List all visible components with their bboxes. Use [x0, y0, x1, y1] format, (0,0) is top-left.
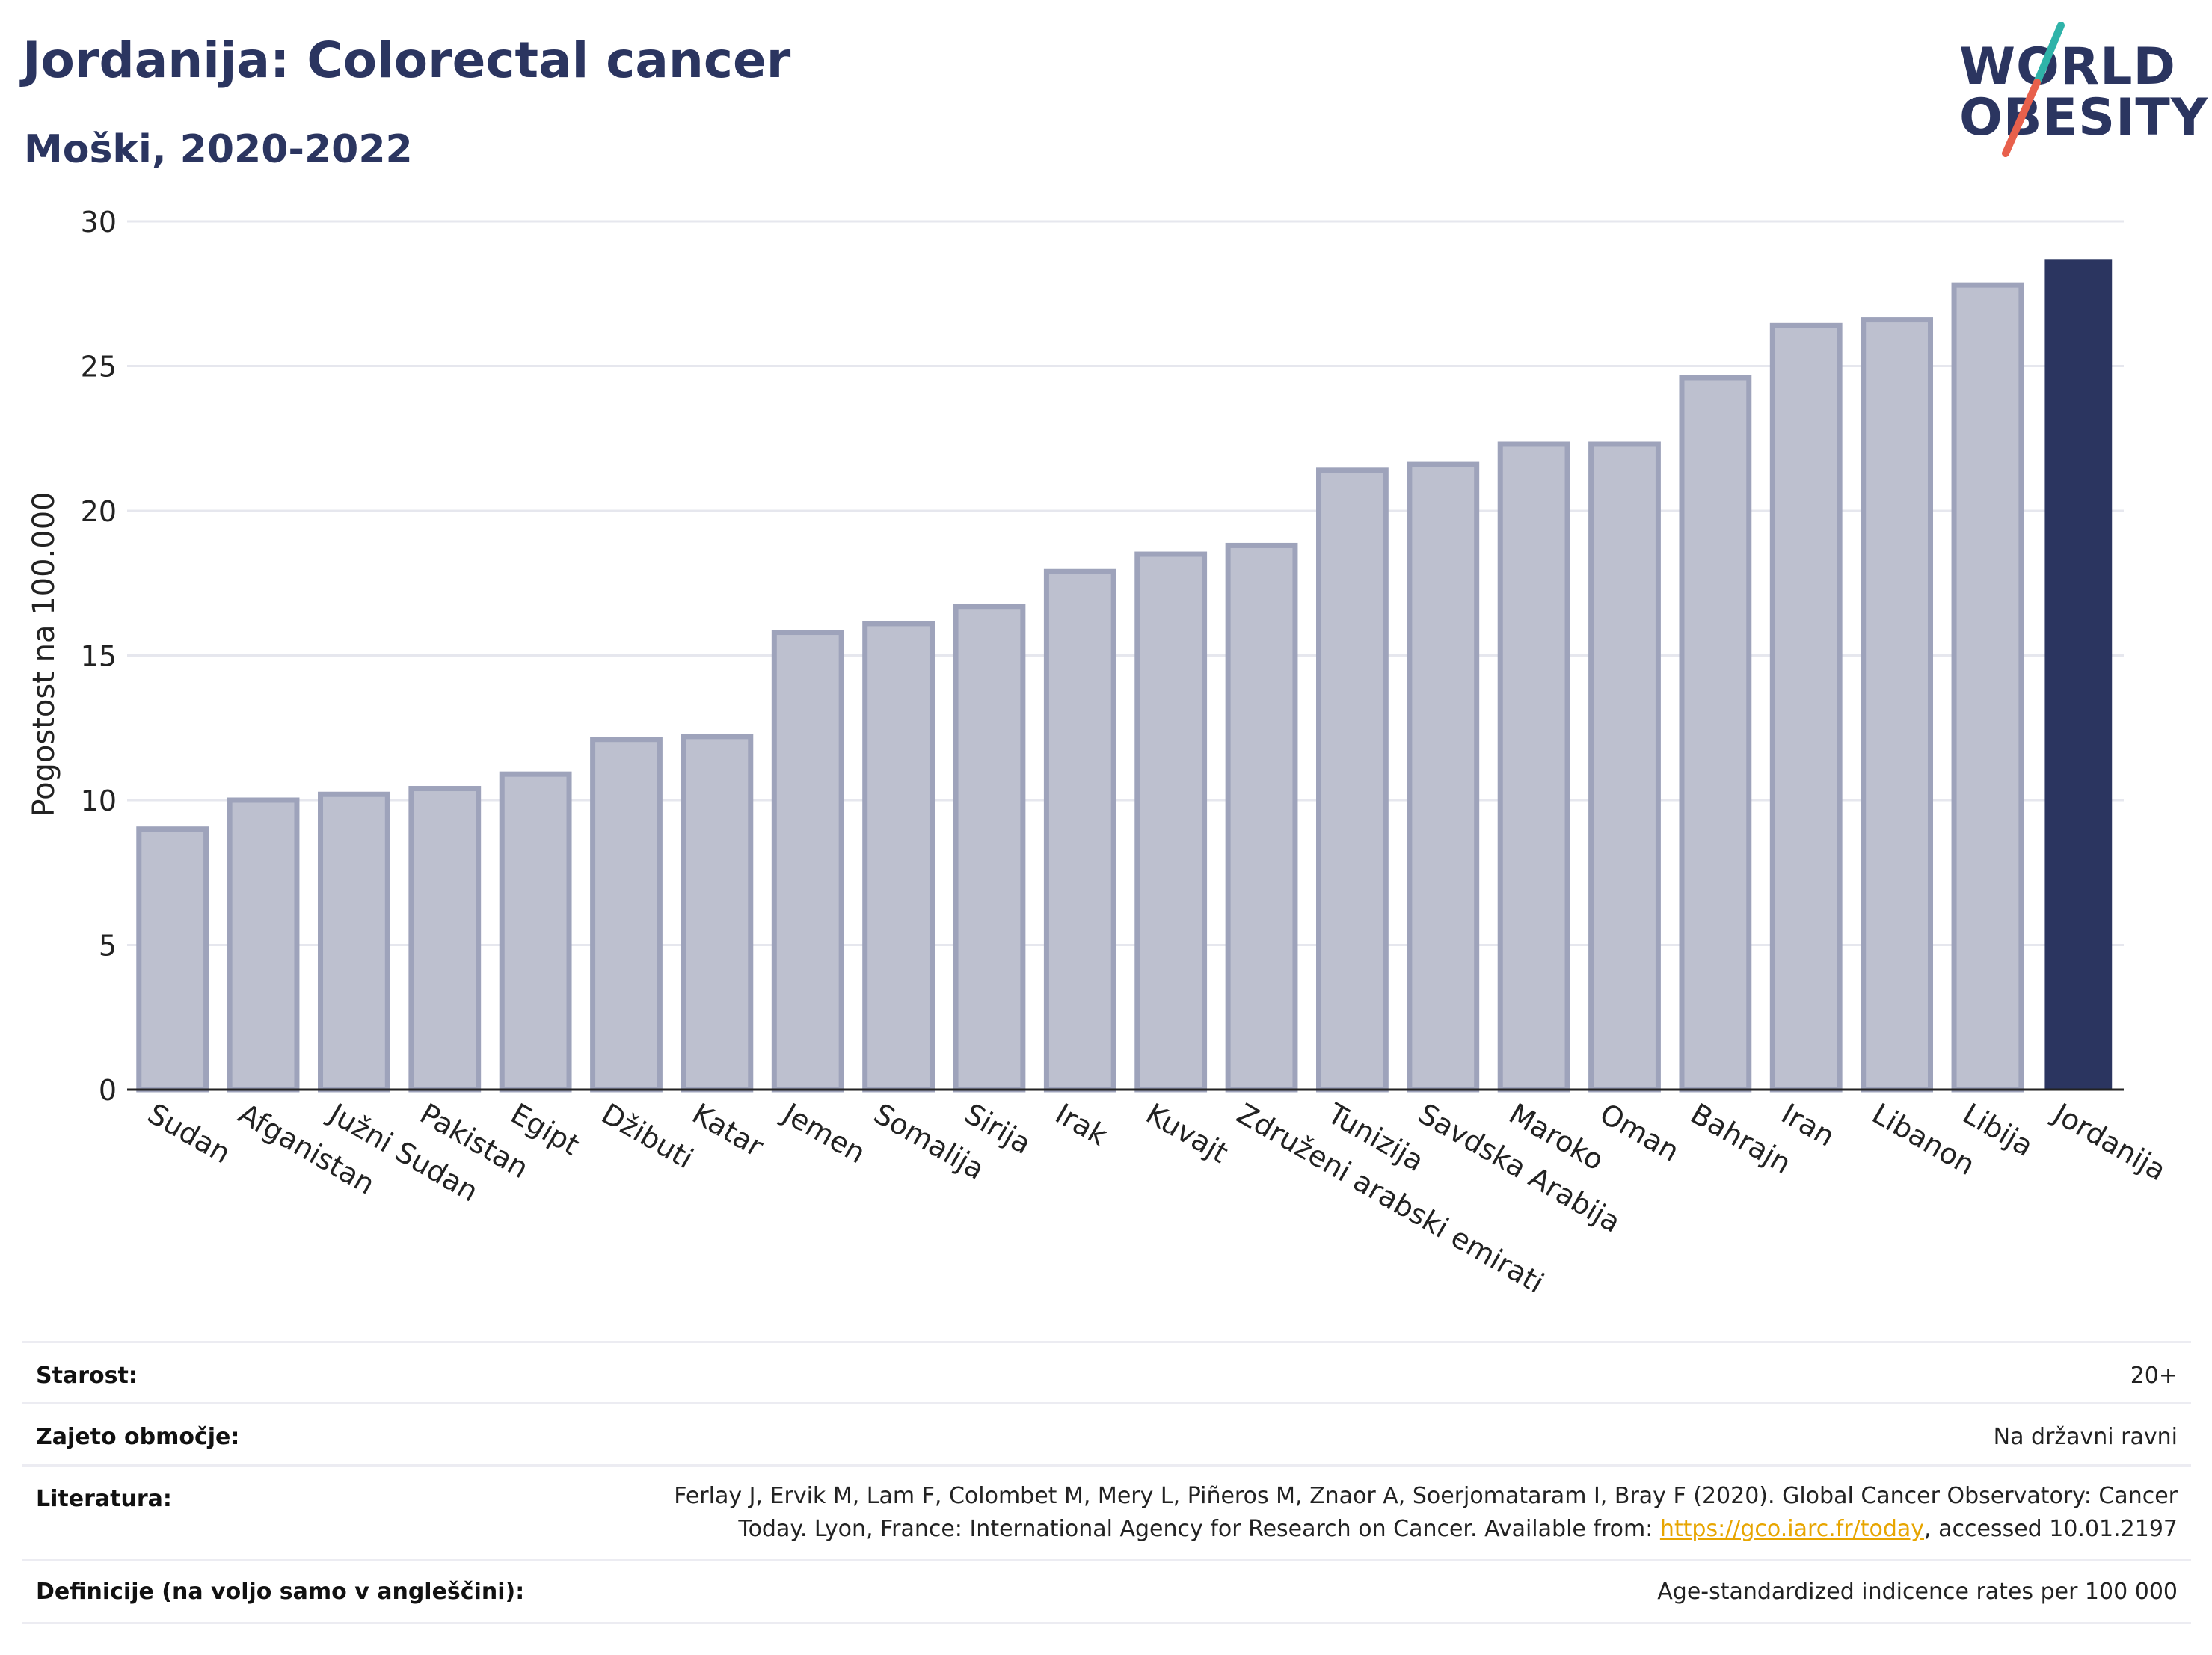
logo-line-1: WORLD — [1959, 37, 2176, 96]
world-obesity-logo: WORLD OBESITY — [1944, 22, 2208, 157]
info-label-literature: Literatura: — [36, 1486, 172, 1512]
literature-link[interactable]: https://gco.iarc.fr/today — [1659, 1516, 1925, 1542]
bar — [1043, 568, 1116, 1093]
info-label-coverage: Zajeto območje: — [36, 1424, 240, 1450]
y-tick-label: 5 — [99, 930, 117, 962]
bar — [1134, 551, 1208, 1093]
x-tick-label: Sudan — [142, 1097, 236, 1170]
bar — [2044, 259, 2113, 1090]
bar — [771, 630, 844, 1093]
info-label-definitions: Definicije (na voljo samo v angleščini): — [36, 1579, 525, 1605]
x-tick-label: Bahrajn — [1685, 1097, 1796, 1181]
bar — [590, 737, 663, 1093]
x-tick-label: Jemen — [776, 1096, 871, 1170]
chart-title: Jordanija: Colorectal cancer — [22, 31, 791, 89]
bar — [136, 826, 209, 1093]
x-tick-label: Irak — [1050, 1097, 1113, 1152]
y-tick-label: 25 — [81, 351, 117, 384]
y-tick-label: 10 — [81, 784, 117, 817]
chart-subtitle: Moški, 2020-2022 — [24, 127, 413, 172]
literature-line-2-prefix: Today. Lyon, France: International Agenc… — [738, 1516, 1660, 1542]
logo-line-2: OBESITY — [1959, 88, 2208, 147]
logo-slash-icon — [2002, 22, 2065, 157]
bar — [953, 604, 1026, 1093]
logo-slash-top — [2033, 22, 2065, 86]
y-axis-label: Pogostost na 100.000 — [27, 491, 61, 817]
info-label-age: Starost: — [36, 1363, 138, 1389]
bar — [1497, 441, 1570, 1093]
bar — [1769, 322, 1843, 1093]
bar — [1588, 441, 1661, 1093]
bar — [1679, 375, 1752, 1093]
info-row-age: Starost: 20+ — [22, 1341, 2191, 1404]
bar — [1407, 461, 1480, 1093]
x-tick-label: Džibuti — [596, 1097, 699, 1176]
x-tick-label: Kuvajt — [1140, 1097, 1233, 1170]
info-value-age: 20+ — [2130, 1363, 2178, 1389]
bar — [318, 791, 390, 1093]
y-tick-label: 15 — [81, 640, 117, 673]
info-value-definitions: Age-standardized indicence rates per 100… — [1657, 1579, 2178, 1605]
literature-line-2-suffix: , accessed 10.01.2197 — [1924, 1516, 2178, 1542]
bar — [1316, 467, 1389, 1093]
x-tick-label: Katar — [686, 1097, 769, 1164]
info-value-coverage: Na državni ravni — [1993, 1424, 2178, 1450]
bar — [862, 621, 935, 1093]
logo-slash-bottom — [2002, 79, 2041, 157]
x-tick-label: Jordanija — [2047, 1096, 2172, 1188]
x-tick-label: Oman — [1594, 1097, 1685, 1168]
info-value-literature: Ferlay J, Ervik M, Lam F, Colombet M, Me… — [674, 1480, 2178, 1546]
y-tick-label: 0 — [99, 1074, 117, 1107]
bar — [227, 797, 300, 1093]
bars — [136, 259, 2113, 1093]
bar — [499, 771, 572, 1093]
info-row-definitions: Definicije (na voljo samo v angleščini):… — [22, 1559, 2191, 1624]
info-row-coverage: Zajeto območje: Na državni ravni — [22, 1402, 2191, 1466]
y-tick-label: 30 — [81, 206, 117, 239]
y-tick-label: 20 — [81, 495, 117, 528]
bar — [408, 786, 482, 1093]
info-row-literature: Literatura: Ferlay J, Ervik M, Lam F, Co… — [22, 1464, 2191, 1561]
literature-line-1: Ferlay J, Ervik M, Lam F, Colombet M, Me… — [674, 1483, 2178, 1509]
bar — [681, 734, 754, 1093]
x-tick-label: Libanon — [1867, 1097, 1980, 1182]
literature-line-2: Today. Lyon, France: International Agenc… — [674, 1513, 2178, 1546]
bar — [1225, 542, 1298, 1093]
bar — [1861, 317, 1933, 1093]
bar — [1951, 282, 2024, 1093]
